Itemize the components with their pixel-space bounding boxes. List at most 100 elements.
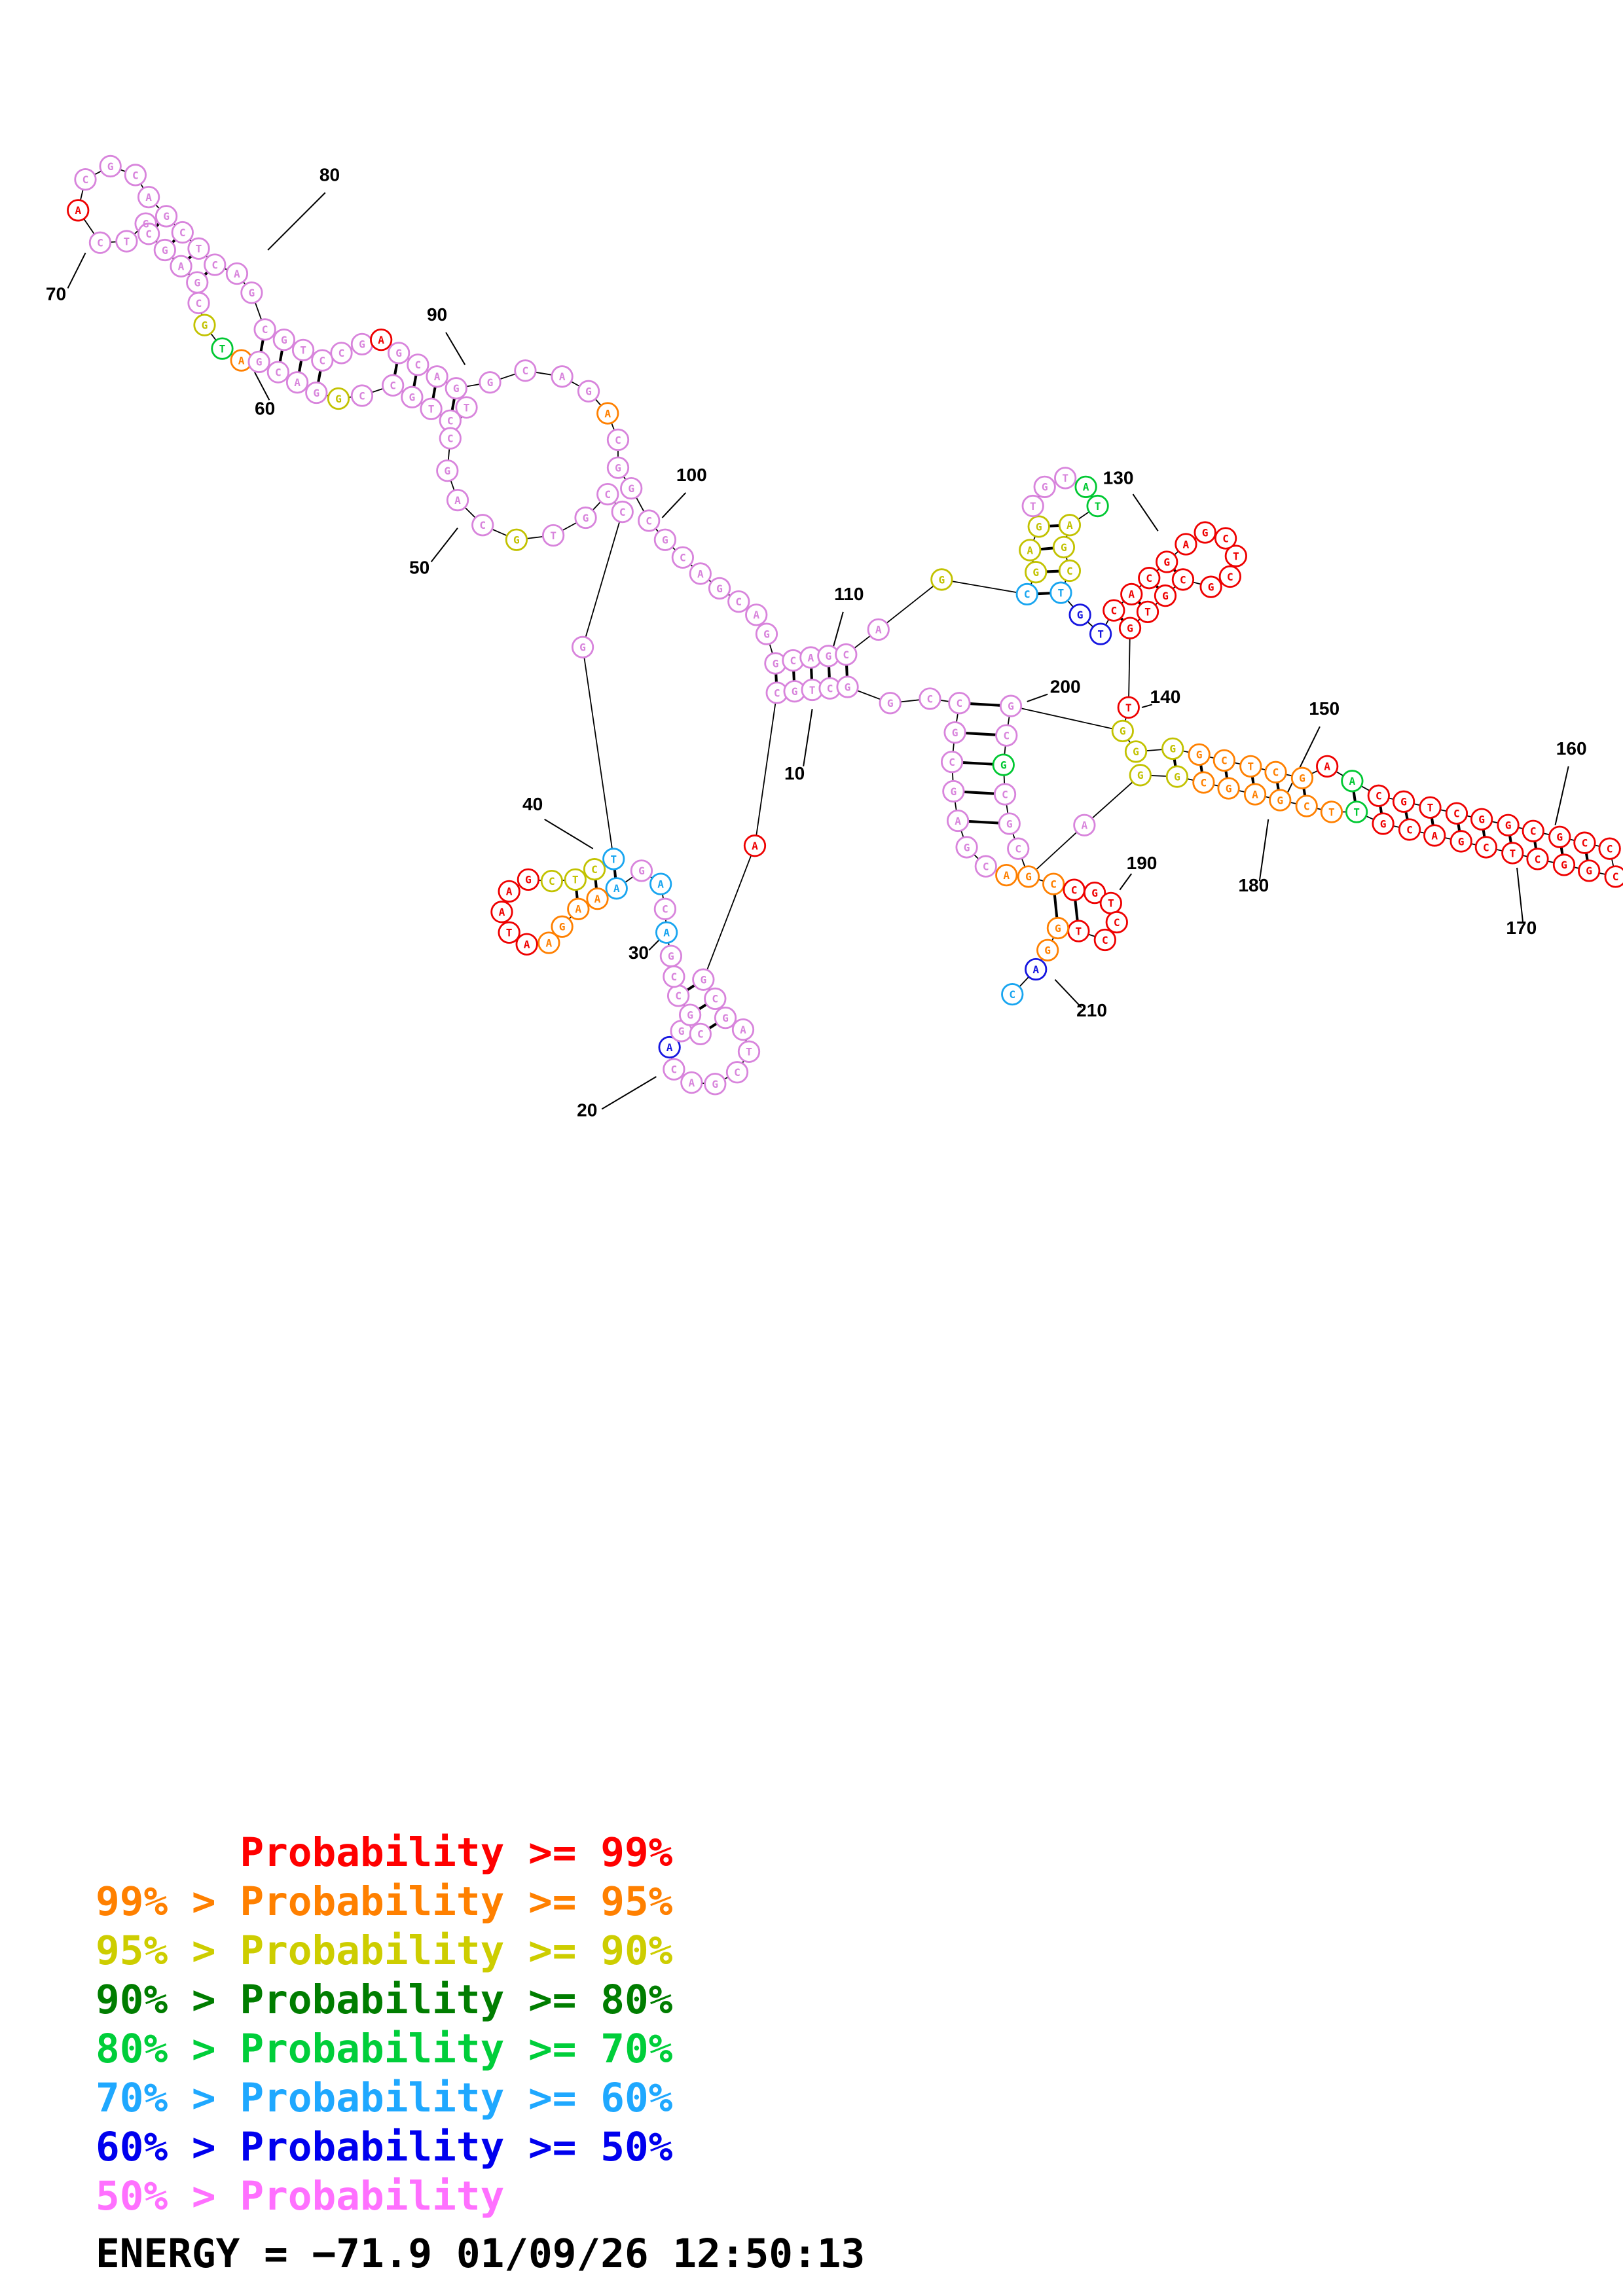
nucleotide	[708, 577, 731, 600]
nucleotide	[505, 528, 528, 551]
nucleotide-letter: G	[1169, 743, 1176, 755]
position-label: 160	[1556, 738, 1587, 759]
nucleotide-letter: A	[604, 407, 611, 420]
nucleotide-letter: A	[752, 840, 758, 852]
nucleotide-letter: T	[464, 401, 470, 414]
nucleotide-letter: G	[952, 726, 958, 739]
nucleotide-letter: T	[1144, 606, 1151, 619]
nucleotide	[1117, 696, 1140, 719]
nucleotide	[1243, 783, 1267, 806]
nucleotide-letter: C	[338, 347, 345, 359]
nucleotide-letter: A	[753, 609, 759, 621]
nucleotide	[743, 834, 767, 857]
nucleotide-letter: A	[697, 567, 704, 580]
nucleotide	[1105, 910, 1128, 934]
nucleotide-letter: G	[1458, 835, 1465, 848]
nucleotide-letter: G	[662, 534, 668, 547]
nucleotide	[225, 262, 249, 285]
position-label: 30	[629, 942, 649, 963]
nucleotide	[930, 568, 953, 591]
nucleotide	[1068, 603, 1091, 626]
nucleotide	[1046, 916, 1070, 940]
nucleotide	[659, 944, 683, 967]
nucleotide-letter: C	[646, 514, 652, 527]
nucleotide	[605, 877, 628, 900]
nucleotide	[1120, 583, 1143, 606]
nucleotide	[1316, 755, 1339, 778]
nucleotide	[1526, 848, 1549, 870]
nucleotide-letter: G	[409, 391, 415, 404]
nucleotide-letter: G	[583, 512, 589, 524]
nucleotide-letter: T	[196, 243, 202, 255]
nucleotide-letter: T	[1247, 761, 1254, 773]
nucleotide	[538, 931, 560, 954]
nucleotide	[1165, 765, 1189, 788]
legend-line: 95% > Probability >= 90%	[96, 1928, 673, 1974]
nucleotide-letter: C	[319, 354, 325, 367]
nucleotide-letter: C	[1102, 934, 1108, 946]
nucleotide-letter: C	[680, 552, 686, 564]
nucleotide-letter: T	[1108, 897, 1114, 910]
nucleotide-letter: G	[559, 921, 566, 933]
nucleotide-letter: C	[1304, 800, 1310, 812]
nucleotide	[1392, 790, 1415, 813]
nucleotide	[649, 872, 672, 895]
nucleotide-letter: T	[300, 344, 306, 357]
nucleotide	[171, 221, 194, 244]
nucleotide	[1199, 575, 1222, 598]
nucleotide-letter: C	[1376, 790, 1382, 802]
nucleotide-letter: C	[774, 687, 780, 699]
nucleotide	[99, 154, 122, 178]
nucleotide-letter: C	[479, 519, 486, 531]
nucleotide	[919, 687, 941, 710]
nucleotide-letter: T	[1030, 500, 1036, 512]
nucleotide-letter: C	[275, 366, 282, 378]
nucleotide-letter: C	[211, 259, 218, 271]
nucleotide-letter: A	[688, 1077, 695, 1089]
nucleotide-letter: G	[773, 657, 779, 670]
nucleotide	[567, 897, 590, 920]
nucleotide-letter: G	[845, 681, 851, 693]
nucleotide	[755, 622, 778, 645]
nucleotide	[240, 281, 263, 304]
nucleotide	[1295, 795, 1318, 817]
nucleotide	[655, 921, 678, 944]
nucleotide-letter: T	[506, 927, 513, 939]
position-label: 80	[319, 164, 340, 185]
nucleotide-letter: A	[1027, 544, 1033, 556]
nucleotide-letter: G	[939, 573, 945, 586]
nucleotide-letter: G	[1055, 922, 1061, 935]
nucleotide	[620, 476, 643, 500]
nucleotide-letter: A	[234, 268, 240, 280]
nucleotide	[330, 342, 353, 365]
nucleotide	[571, 636, 594, 658]
nucleotide	[305, 381, 328, 404]
nucleotide-letter: G	[107, 160, 114, 173]
nucleotide	[420, 397, 443, 420]
nucleotide	[445, 377, 467, 400]
nucleotide	[1093, 928, 1116, 952]
nucleotide-letter: C	[1613, 870, 1619, 883]
position-label: 60	[255, 399, 275, 419]
position-label: 110	[834, 584, 864, 604]
nucleotide-letter: G	[1006, 817, 1013, 830]
nucleotide-letter: G	[202, 319, 208, 331]
nucleotide-letter: T	[1427, 802, 1434, 814]
nucleotide	[653, 897, 677, 920]
nucleotide	[124, 164, 147, 187]
nucleotide-letter: G	[143, 217, 149, 230]
nucleotide-letter: G	[1000, 759, 1007, 771]
nucleotide-letter: A	[1067, 519, 1073, 531]
nucleotide	[514, 359, 537, 382]
nucleotide	[1015, 583, 1038, 606]
nucleotide-letter: G	[1277, 794, 1283, 806]
nucleotide	[678, 1003, 702, 1026]
nucleotide	[704, 1073, 727, 1096]
nucleotide	[350, 384, 374, 407]
position-label: 150	[1309, 698, 1340, 719]
nucleotide	[1522, 819, 1544, 842]
nucleotide-letter: C	[414, 359, 421, 371]
nucleotide-letter: C	[1050, 878, 1057, 890]
nucleotide-letter: T	[809, 684, 816, 696]
nucleotide-letter: G	[1120, 725, 1126, 738]
